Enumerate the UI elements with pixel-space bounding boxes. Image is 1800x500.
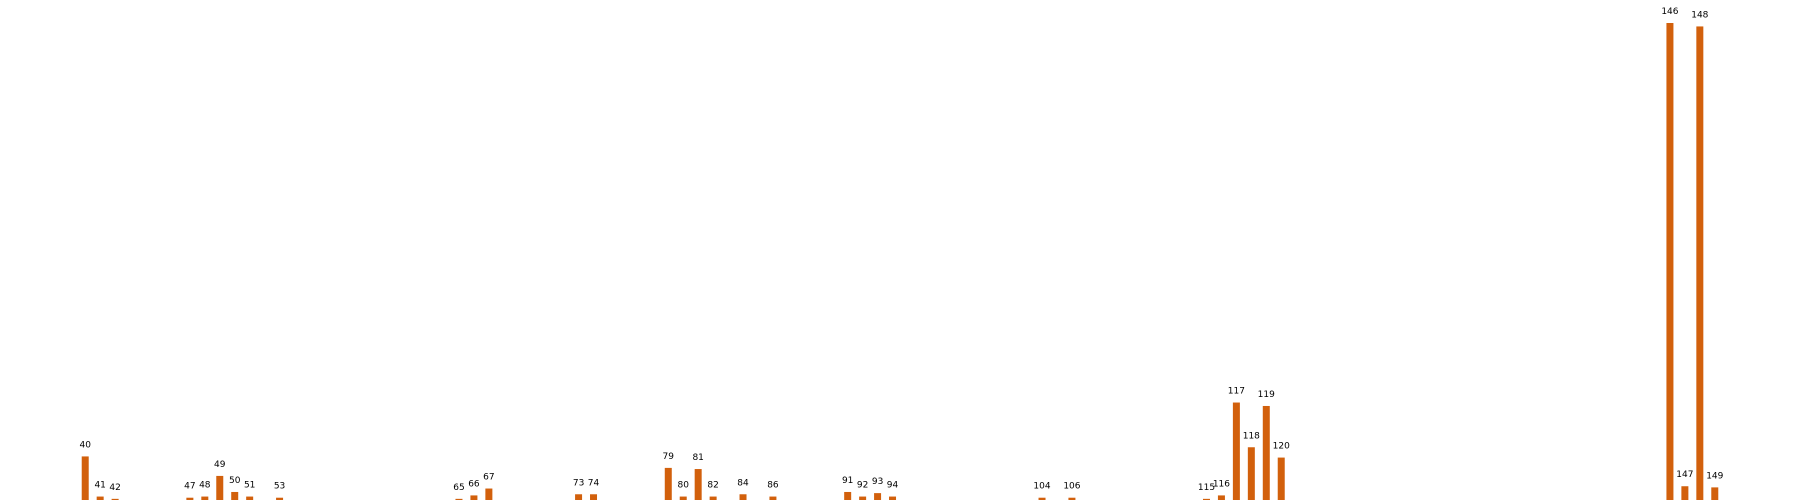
bar-label: 119 xyxy=(1258,390,1275,400)
bar xyxy=(1681,486,1689,500)
bar xyxy=(889,496,897,500)
bar xyxy=(844,491,852,500)
bar xyxy=(694,469,702,500)
bar xyxy=(1666,23,1674,500)
bar xyxy=(470,495,478,500)
bar-label: 104 xyxy=(1033,482,1050,492)
bar xyxy=(679,496,687,500)
bar-label: 149 xyxy=(1706,471,1723,481)
bar-label: 116 xyxy=(1213,479,1230,489)
bar xyxy=(1262,405,1270,500)
bar xyxy=(1217,495,1225,500)
bar xyxy=(201,496,209,500)
bar-label: 53 xyxy=(274,482,285,492)
bar-label: 79 xyxy=(663,452,675,462)
bar xyxy=(186,497,194,500)
bar-label: 94 xyxy=(887,481,899,491)
bar-label: 86 xyxy=(767,481,779,491)
bar-label: 115 xyxy=(1198,483,1215,493)
bar-label: 81 xyxy=(692,453,703,463)
bar xyxy=(231,491,239,500)
bar-label: 67 xyxy=(483,473,494,483)
bar xyxy=(276,497,284,500)
bar-label: 147 xyxy=(1676,470,1693,480)
bar-label: 48 xyxy=(199,481,211,491)
bar-label: 74 xyxy=(588,478,600,488)
bar-label: 42 xyxy=(109,483,120,493)
bar-label: 41 xyxy=(94,481,105,491)
bar xyxy=(216,475,224,500)
bar xyxy=(485,488,493,500)
bar-label: 117 xyxy=(1228,387,1245,397)
bar xyxy=(1038,497,1046,500)
bar-label: 93 xyxy=(872,477,883,487)
bar-label: 40 xyxy=(79,440,91,450)
bar xyxy=(769,496,777,500)
bar xyxy=(246,496,254,500)
bar-label: 66 xyxy=(468,479,480,489)
bar xyxy=(1277,457,1285,500)
bar xyxy=(81,456,89,500)
bar-label: 51 xyxy=(244,481,255,491)
bar-label: 148 xyxy=(1691,10,1708,20)
bar-label: 91 xyxy=(842,476,853,486)
bar-label: 73 xyxy=(573,478,584,488)
bar-label: 84 xyxy=(737,478,749,488)
bar xyxy=(575,494,583,500)
bar xyxy=(1068,497,1076,500)
bar xyxy=(859,496,867,500)
bar-label: 106 xyxy=(1063,482,1080,492)
bar xyxy=(96,496,104,500)
bar xyxy=(709,496,717,500)
bar xyxy=(1232,402,1240,500)
bar-label: 118 xyxy=(1243,431,1260,441)
bar-label: 92 xyxy=(857,481,868,491)
bar-label: 120 xyxy=(1273,442,1290,452)
bar xyxy=(455,498,463,500)
bar-label: 82 xyxy=(707,481,718,491)
bar-label: 80 xyxy=(677,481,689,491)
bar xyxy=(1711,487,1719,500)
bar xyxy=(739,494,747,500)
bar xyxy=(1247,447,1255,500)
bar-label: 65 xyxy=(453,483,464,493)
bar xyxy=(111,498,119,500)
bar-label: 50 xyxy=(229,476,241,486)
bar xyxy=(1202,498,1210,500)
bar-label: 146 xyxy=(1661,7,1678,17)
bar-label: 47 xyxy=(184,482,195,492)
bar xyxy=(664,467,672,500)
bar xyxy=(590,494,598,500)
bar-label: 49 xyxy=(214,460,226,470)
bar xyxy=(874,493,882,500)
bar xyxy=(1696,26,1704,500)
